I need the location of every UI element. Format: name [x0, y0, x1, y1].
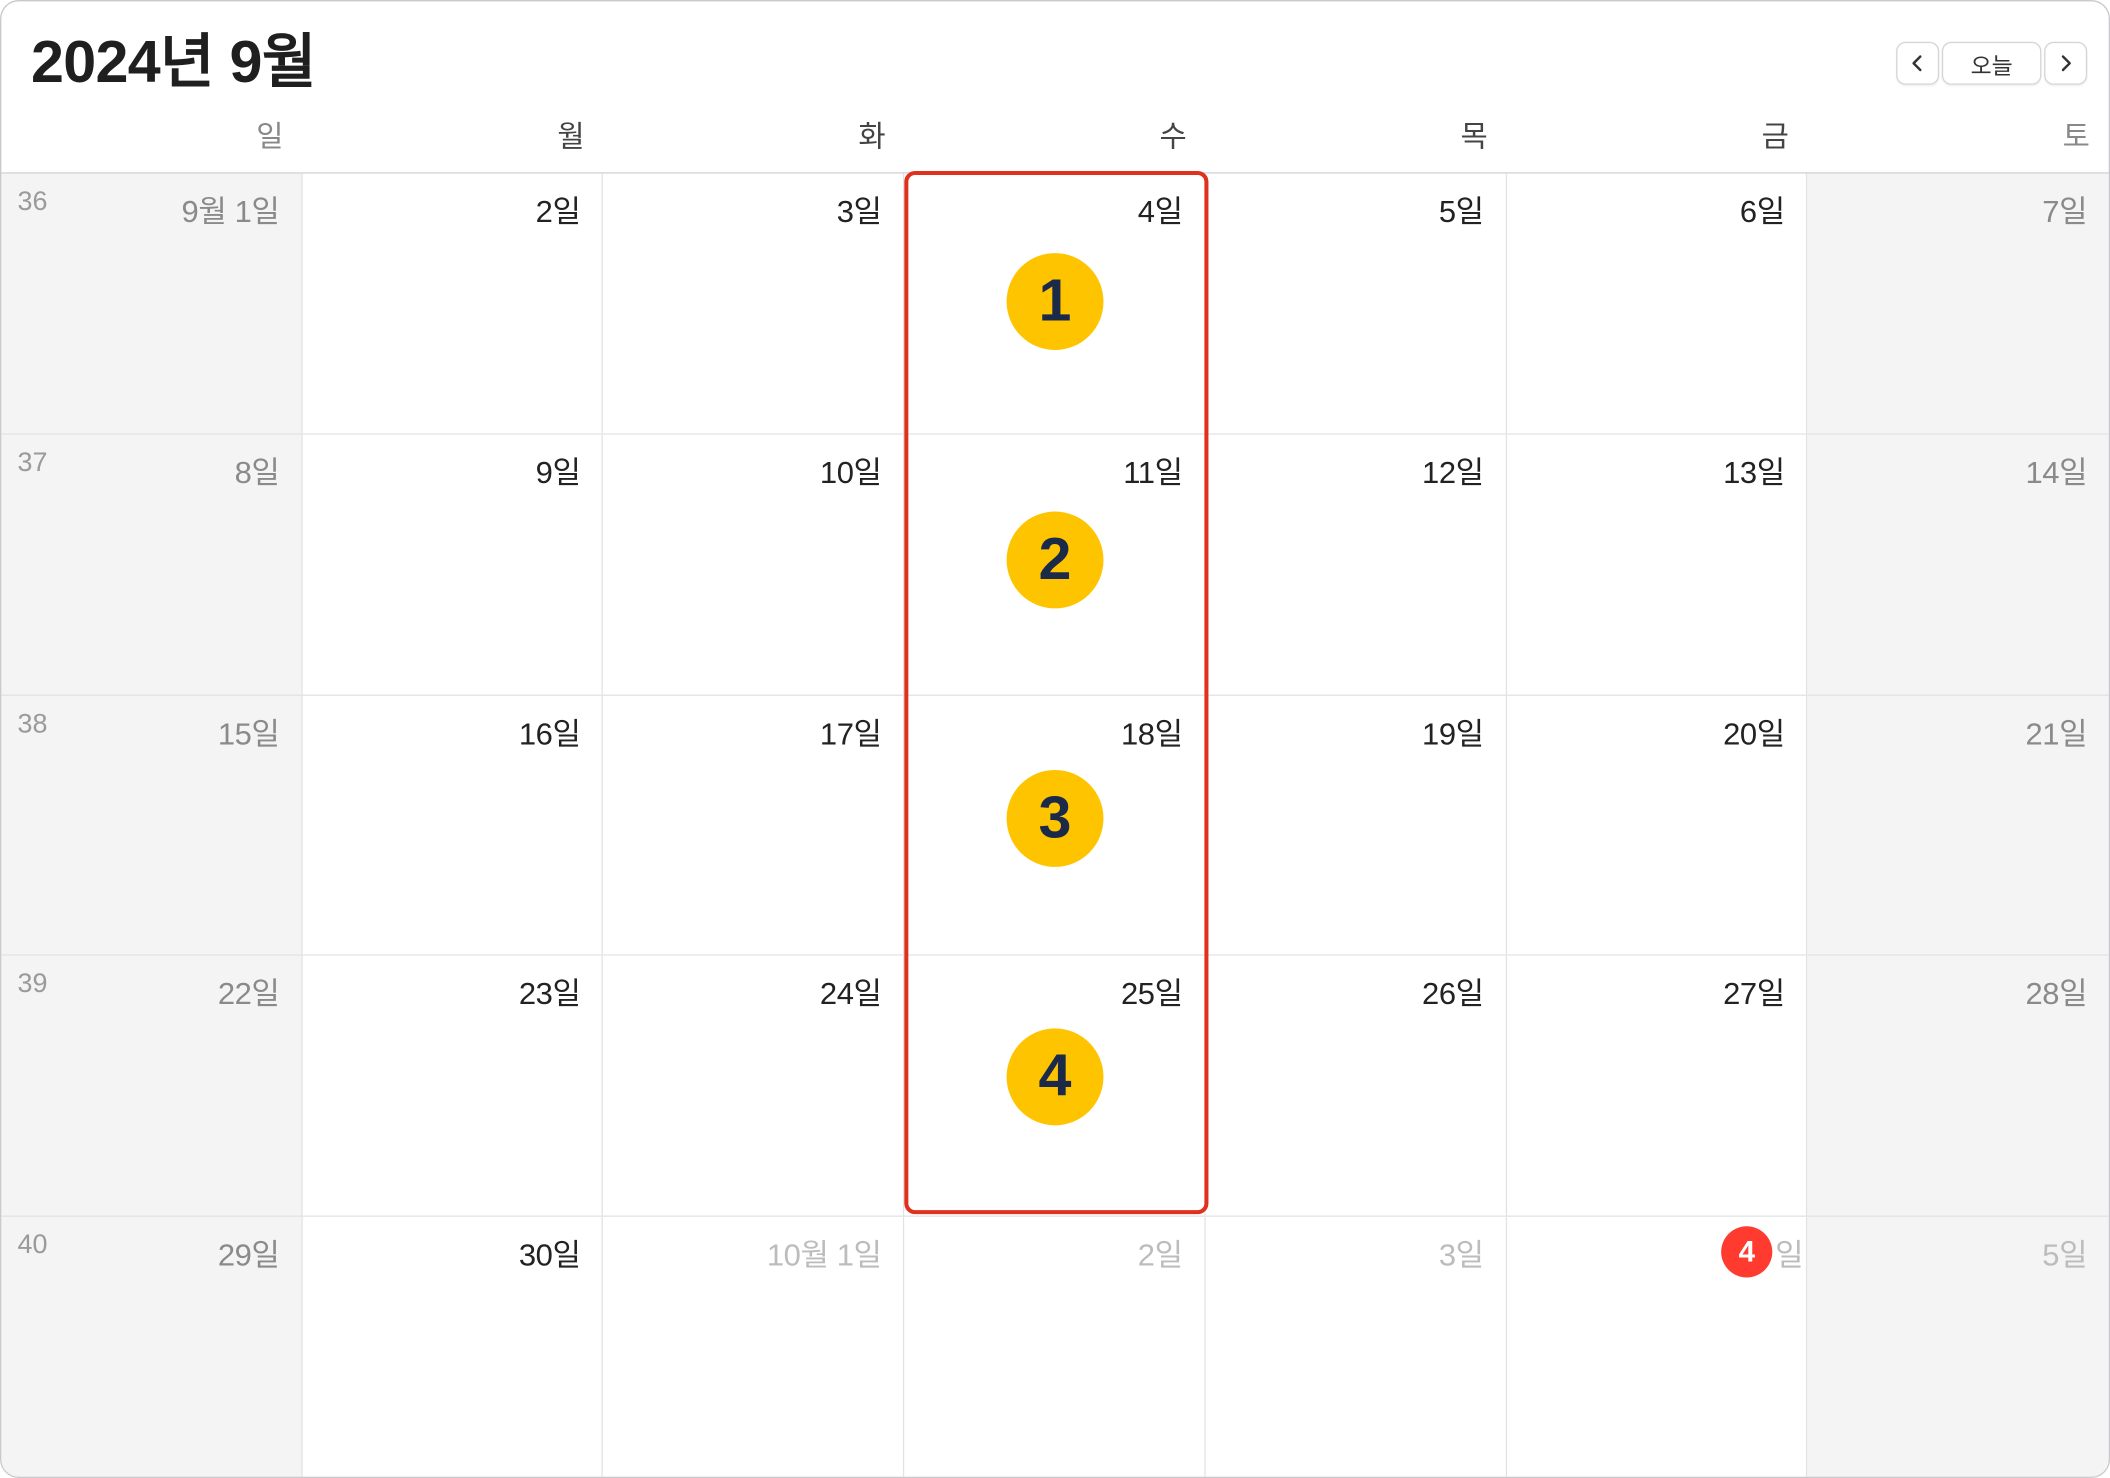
weekday-tuesday: 화 — [858, 119, 886, 154]
week-number: 37 — [17, 447, 48, 478]
today-indicator: 4 일 — [1721, 1226, 1804, 1278]
day-label: 8일 — [234, 454, 280, 490]
navigation-controls: 오늘 — [1896, 41, 2088, 85]
day-label: 3일 — [1438, 1237, 1484, 1273]
day-label: 3일 — [836, 193, 882, 229]
day-cell[interactable]: 2일 — [904, 1217, 1206, 1477]
annotation-marker-3: 3 — [1006, 769, 1104, 867]
day-cell[interactable]: 21일 — [1807, 695, 2109, 957]
day-cell[interactable]: 12일 — [1205, 434, 1507, 696]
day-label: 2일 — [1137, 1237, 1183, 1273]
week-number: 39 — [17, 969, 48, 1000]
day-label: 21일 — [2025, 715, 2088, 751]
day-cell[interactable]: 39 22일 — [1, 956, 303, 1218]
day-label: 20일 — [1723, 715, 1785, 751]
day-cell[interactable]: 38 15일 — [1, 695, 303, 957]
day-cell[interactable]: 24일 — [603, 956, 905, 1218]
day-label: 9일 — [535, 454, 581, 490]
day-cell[interactable]: 28일 — [1807, 956, 2109, 1218]
day-label: 14일 — [2025, 454, 2088, 490]
day-label: 2일 — [535, 193, 581, 229]
month-title: 2024년 9월 — [30, 29, 316, 96]
weekday-sunday: 일 — [256, 119, 284, 154]
day-label: 17일 — [819, 715, 882, 751]
day-label: 15일 — [217, 715, 280, 751]
day-cell[interactable]: 7일 — [1807, 173, 2109, 435]
day-label: 6일 — [1739, 193, 1785, 229]
weekday-wednesday: 수 — [1159, 119, 1187, 154]
weekday-monday: 월 — [557, 119, 585, 154]
day-label: 19일 — [1422, 715, 1484, 751]
day-label: 27일 — [1723, 976, 1785, 1012]
day-cell[interactable]: 5일 — [1807, 1217, 2109, 1477]
previous-month-button[interactable] — [1896, 41, 1940, 85]
day-cell[interactable]: 26일 — [1205, 956, 1507, 1218]
day-label: 5일 — [2042, 1237, 2088, 1273]
day-cell[interactable]: 3일 — [603, 173, 905, 435]
day-cell[interactable]: 10일 — [603, 434, 905, 696]
day-cell[interactable]: 30일 — [302, 1217, 604, 1477]
day-label: 26일 — [1422, 976, 1484, 1012]
weekday-thursday: 목 — [1460, 119, 1488, 154]
day-label: 18일 — [1120, 715, 1183, 751]
day-label: 24일 — [819, 976, 882, 1012]
today-badge: 4 — [1721, 1226, 1773, 1278]
day-cell[interactable]: 37 8일 — [1, 434, 303, 696]
day-cell-today[interactable]: 4 일 — [1506, 1217, 1808, 1477]
weekday-saturday: 토 — [2062, 119, 2090, 154]
day-label: 28일 — [2025, 976, 2088, 1012]
day-cell[interactable]: 3일 — [1205, 1217, 1507, 1477]
chevron-left-icon — [1912, 55, 1922, 72]
day-cell[interactable]: 5일 — [1205, 173, 1507, 435]
day-label: 29일 — [217, 1237, 280, 1273]
day-cell[interactable]: 17일 — [603, 695, 905, 957]
day-cell[interactable]: 19일 — [1205, 695, 1507, 957]
day-label: 25일 — [1120, 976, 1183, 1012]
day-cell[interactable]: 10월 1일 — [603, 1217, 905, 1477]
day-label: 13일 — [1723, 454, 1785, 490]
day-cell[interactable]: 36 9월 1일 — [1, 173, 303, 435]
annotation-marker-1: 1 — [1006, 253, 1104, 350]
today-suffix: 일 — [1775, 1237, 1804, 1273]
day-cell[interactable]: 27일 — [1506, 956, 1808, 1218]
weekday-header: 일 월 화 수 목 금 토 — [1, 117, 2108, 171]
day-cell[interactable]: 20일 — [1506, 695, 1808, 957]
annotation-marker-2: 2 — [1006, 511, 1104, 609]
day-label: 22일 — [217, 976, 280, 1012]
today-button[interactable]: 오늘 — [1941, 41, 2042, 85]
day-label: 5일 — [1438, 193, 1484, 229]
month-grid: 36 9월 1일 2일 3일 4일 5일 6일 7일 37 8일 9일 10일 … — [1, 172, 2109, 1477]
day-cell[interactable]: 40 29일 — [1, 1217, 303, 1477]
day-cell[interactable]: 9일 — [302, 434, 604, 696]
week-number: 40 — [17, 1230, 48, 1261]
day-cell[interactable]: 23일 — [302, 956, 604, 1218]
day-cell[interactable]: 2일 — [302, 173, 604, 435]
next-month-button[interactable] — [2044, 41, 2088, 85]
day-label: 10일 — [819, 454, 882, 490]
day-label: 30일 — [518, 1237, 581, 1273]
day-label: 10월 1일 — [766, 1237, 882, 1273]
day-label: 4일 — [1137, 193, 1183, 229]
day-label: 16일 — [518, 715, 581, 751]
day-label: 23일 — [518, 976, 581, 1012]
day-cell[interactable]: 16일 — [302, 695, 604, 957]
day-label: 12일 — [1422, 454, 1484, 490]
weekday-friday: 금 — [1761, 119, 1789, 154]
week-number: 36 — [17, 187, 48, 217]
day-label: 9월 1일 — [181, 193, 280, 229]
day-cell[interactable]: 13일 — [1506, 434, 1808, 696]
day-cell[interactable]: 14일 — [1807, 434, 2109, 696]
day-cell[interactable]: 6일 — [1506, 173, 1808, 435]
wednesday-highlight-box — [904, 170, 1209, 1215]
day-label: 7일 — [2042, 193, 2088, 229]
chevron-right-icon — [2061, 55, 2071, 72]
annotation-marker-4: 4 — [1006, 1028, 1104, 1126]
week-number: 38 — [17, 708, 48, 739]
day-label: 11일 — [1123, 454, 1183, 490]
